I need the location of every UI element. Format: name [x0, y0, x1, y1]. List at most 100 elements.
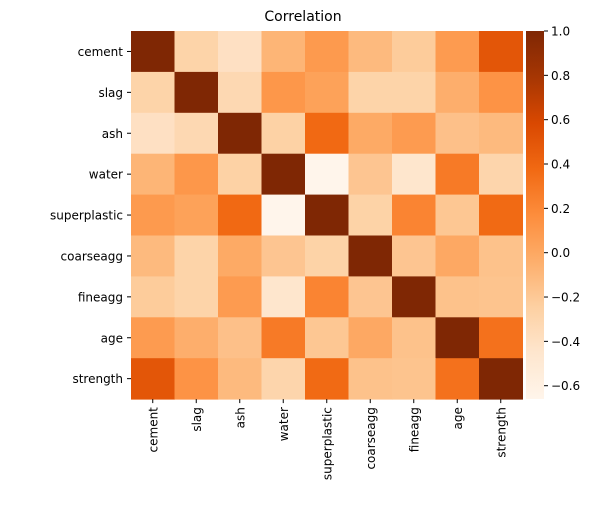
colorbar-tick-label: −0.6 [551, 379, 580, 393]
heatmap-cell [218, 276, 262, 318]
heatmap-cell [261, 194, 306, 236]
row-label: age [101, 331, 123, 345]
heatmap-cell [479, 276, 523, 318]
row-label: water [89, 168, 123, 182]
row-label: slag [98, 86, 123, 100]
heatmap-cells [131, 31, 523, 400]
heatmap-cell [435, 112, 480, 155]
heatmap-cell [174, 31, 219, 73]
heatmap-cell [435, 276, 480, 318]
heatmap-cell [479, 317, 523, 359]
heatmap-cell [218, 112, 262, 155]
heatmap-cell [435, 153, 480, 196]
heatmap-cell [348, 276, 393, 318]
colorbar-ticks: 1.0 0.8 0.6 0.4 0.2 0.0 −0.2 −0.4 −0.6 [544, 25, 580, 393]
heatmap-cell [261, 235, 306, 277]
heatmap-cell [435, 317, 480, 359]
heatmap-cell [348, 112, 393, 155]
heatmap-cell [479, 194, 523, 236]
heatmap-cell [218, 31, 262, 73]
colorbar-tick-label: −0.2 [551, 291, 580, 305]
column-labels: cement slag ash water superplastic coarseagg f… [146, 399, 508, 480]
heatmap-cell [131, 317, 175, 359]
heatmap-cell [392, 358, 436, 400]
heatmap-cell [305, 153, 349, 196]
column-label: coarseagg [364, 407, 378, 469]
heatmap-cell [479, 112, 523, 155]
heatmap-cell [174, 235, 219, 277]
heatmap-cell [131, 358, 175, 400]
heatmap-cell [305, 194, 349, 236]
heatmap-cell [392, 235, 436, 277]
colorbar-tick-label: 0.0 [551, 246, 570, 260]
heatmap-cell [174, 358, 219, 400]
heatmap-cell [392, 194, 436, 236]
heatmap-cell [305, 276, 349, 318]
heatmap-cell [218, 235, 262, 277]
heatmap-cell [348, 31, 393, 73]
colorbar-tick-label: 1.0 [551, 25, 570, 39]
heatmap-cell [261, 112, 306, 155]
heatmap-cell [305, 235, 349, 277]
heatmap-cell [261, 276, 306, 318]
heatmap-cell [174, 276, 219, 318]
heatmap-cell [479, 31, 523, 73]
heatmap-cell [174, 71, 219, 114]
heatmap-cell [479, 71, 523, 114]
heatmap-cell [131, 112, 175, 155]
heatmap-cell [392, 153, 436, 196]
chart-title: Correlation [264, 9, 341, 25]
heatmap-cell [435, 235, 480, 277]
heatmap-cell [218, 317, 262, 359]
heatmap-cell [218, 153, 262, 196]
heatmap-cell [174, 194, 219, 236]
heatmap-cell [348, 358, 393, 400]
heatmap-cell [479, 153, 523, 196]
heatmap-cell [174, 153, 219, 196]
heatmap-cell [218, 194, 262, 236]
heatmap-cell [261, 31, 306, 73]
column-label: cement [146, 407, 160, 453]
colorbar [526, 31, 544, 399]
heatmap-cell [131, 71, 175, 114]
heatmap-cell [305, 317, 349, 359]
heatmap-cell [305, 358, 349, 400]
heatmap-cell [479, 235, 523, 277]
heatmap-cell [218, 358, 262, 400]
heatmap-cell [261, 317, 306, 359]
row-label: coarseagg [61, 249, 123, 263]
colorbar-tick-label: 0.4 [551, 158, 570, 172]
heatmap-cell [218, 71, 262, 114]
row-labels: cement slag ash water superplastic coarseagg f… [50, 45, 131, 386]
heatmap-cell [305, 71, 349, 114]
column-label: strength [494, 407, 508, 458]
column-label: water [277, 407, 291, 441]
row-label: strength [72, 372, 123, 386]
heatmap-cell [435, 71, 480, 114]
heatmap-cell [261, 358, 306, 400]
row-label: cement [78, 45, 124, 59]
heatmap-cell [479, 358, 523, 400]
heatmap-cell [131, 153, 175, 196]
heatmap-cell [305, 31, 349, 73]
heatmap-cell [435, 358, 480, 400]
heatmap-cell [348, 235, 393, 277]
heatmap-cell [305, 112, 349, 155]
column-label: slag [190, 407, 204, 432]
heatmap-cell [392, 71, 436, 114]
heatmap-cell [174, 317, 219, 359]
heatmap-cell [131, 235, 175, 277]
heatmap-cell [348, 317, 393, 359]
column-label: fineagg [407, 407, 421, 452]
heatmap-cell [261, 153, 306, 196]
column-label: superplastic [320, 407, 334, 480]
heatmap-cell [131, 31, 175, 73]
colorbar-tick-label: 0.6 [551, 113, 570, 127]
row-label: superplastic [50, 209, 123, 223]
heatmap-cell [392, 317, 436, 359]
row-label: ash [102, 127, 123, 141]
column-label: ash [233, 407, 247, 428]
column-label: age [451, 407, 465, 429]
heatmap-cell [348, 194, 393, 236]
